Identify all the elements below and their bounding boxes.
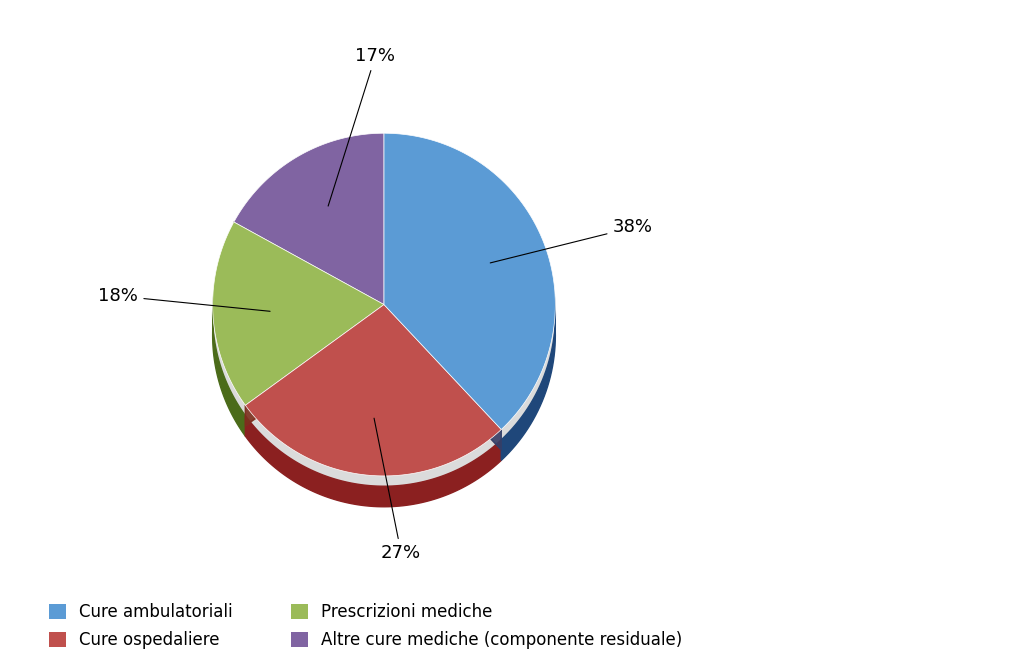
Text: 17%: 17% <box>328 47 395 206</box>
Text: 38%: 38% <box>490 218 652 263</box>
Polygon shape <box>233 143 384 253</box>
Polygon shape <box>246 305 384 426</box>
Polygon shape <box>384 305 502 450</box>
Polygon shape <box>213 154 555 497</box>
Polygon shape <box>233 222 384 325</box>
Polygon shape <box>233 222 384 325</box>
Polygon shape <box>233 133 384 305</box>
Polygon shape <box>246 305 502 476</box>
Polygon shape <box>384 305 502 450</box>
Polygon shape <box>213 232 246 436</box>
Polygon shape <box>384 133 555 430</box>
Text: 27%: 27% <box>374 418 421 562</box>
Text: 18%: 18% <box>98 287 270 311</box>
Legend: Cure ambulatoriali, Cure ospedaliere, Prescrizioni mediche, Altre cure mediche (: Cure ambulatoriali, Cure ospedaliere, Pr… <box>49 603 683 649</box>
Polygon shape <box>384 143 555 460</box>
Polygon shape <box>246 305 384 426</box>
Polygon shape <box>213 222 384 405</box>
Polygon shape <box>246 416 502 507</box>
